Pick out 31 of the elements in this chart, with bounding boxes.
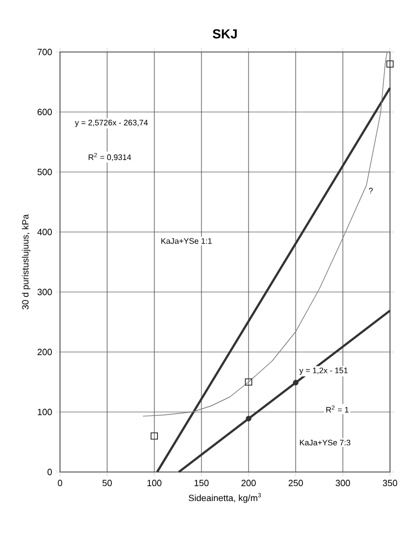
y-tick-label: 300: [38, 288, 52, 296]
x-axis-title: Sideainetta, kg/m$^{3}$: [188, 493, 261, 503]
y-tick-label: 0: [48, 468, 52, 476]
x-tick-label: 250: [288, 480, 303, 486]
point: [244, 378, 252, 386]
chart-title: SKJ: [212, 29, 237, 38]
x-tick-label: 150: [194, 480, 209, 486]
x-tick-label: 0: [58, 480, 62, 486]
y-tick-label: 100: [38, 408, 52, 416]
y-tick-label: 600: [38, 108, 52, 116]
y-tick-label: 500: [38, 168, 52, 176]
y-tick-label: 700: [38, 48, 52, 56]
annotation: R$^{2}$ = 0,9314: [88, 152, 132, 162]
x-tick-label: 50: [102, 480, 112, 486]
x-tick-label: 300: [336, 480, 350, 486]
y-tick-label: 400: [37, 228, 52, 236]
y-axis-title: 30 d puristuslujuus, kPa: [22, 214, 30, 310]
point: [292, 380, 299, 386]
point: [246, 416, 252, 422]
annotation: y = 2,5726x - 263,74: [74, 120, 148, 128]
x-tick-label: 350: [382, 480, 398, 486]
x-tick-label: 200: [242, 480, 256, 486]
annotation: KaJa+YSe 1:1: [161, 238, 212, 244]
annotation: y = 1,2x - 151: [299, 368, 348, 375]
point: [386, 60, 394, 68]
x-tick-label: 100: [147, 480, 162, 486]
annotation: ?: [368, 188, 373, 194]
annotation: R$^{2}$ = 1: [326, 406, 348, 413]
annotation: KaJa+YSe 7:3: [300, 440, 350, 446]
y-tick-label: 200: [38, 348, 52, 356]
point: [150, 432, 158, 440]
